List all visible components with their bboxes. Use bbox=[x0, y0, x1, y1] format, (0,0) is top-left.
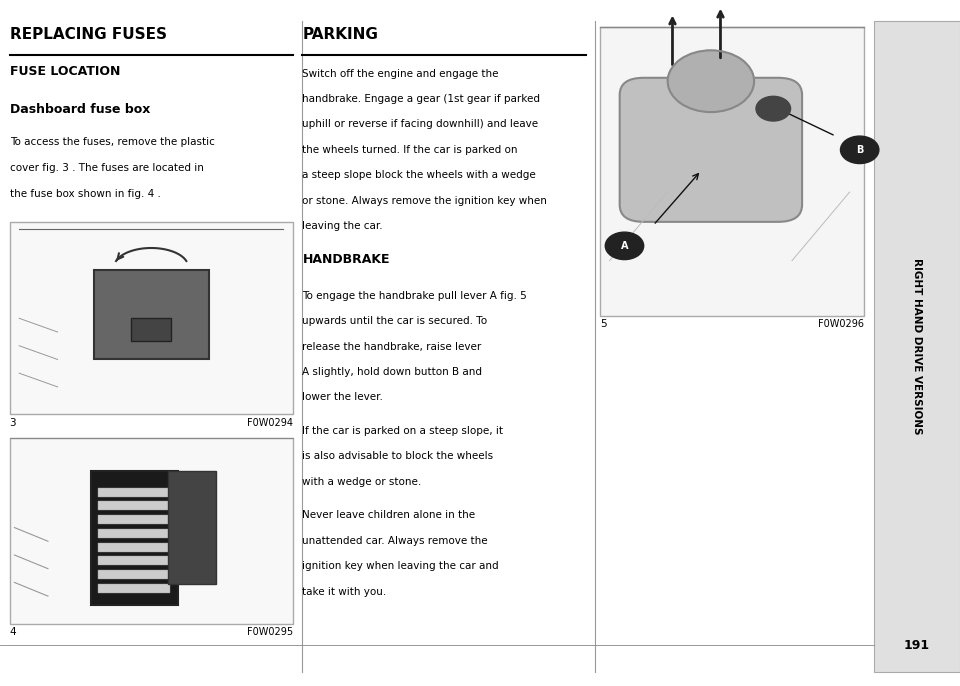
Bar bbox=[99, 501, 171, 510]
Text: with a wedge or stone.: with a wedge or stone. bbox=[302, 477, 421, 487]
Text: To access the fuses, remove the plastic: To access the fuses, remove the plastic bbox=[10, 137, 214, 147]
Text: unattended car. Always remove the: unattended car. Always remove the bbox=[302, 536, 488, 546]
Text: upwards until the car is secured. To: upwards until the car is secured. To bbox=[302, 316, 488, 327]
Text: A: A bbox=[621, 241, 628, 251]
Text: FUSE LOCATION: FUSE LOCATION bbox=[10, 65, 120, 78]
Text: HANDBRAKE: HANDBRAKE bbox=[302, 253, 390, 266]
Text: Dashboard fuse box: Dashboard fuse box bbox=[10, 103, 150, 116]
Text: lower the lever.: lower the lever. bbox=[302, 392, 383, 403]
Text: REPLACING FUSES: REPLACING FUSES bbox=[10, 27, 167, 43]
FancyBboxPatch shape bbox=[131, 318, 171, 341]
Text: the wheels turned. If the car is parked on: the wheels turned. If the car is parked … bbox=[302, 145, 517, 155]
Text: If the car is parked on a steep slope, it: If the car is parked on a steep slope, i… bbox=[302, 426, 503, 436]
Bar bbox=[99, 570, 171, 579]
Text: leaving the car.: leaving the car. bbox=[302, 221, 383, 231]
Bar bbox=[99, 556, 171, 565]
Bar bbox=[99, 529, 171, 538]
Text: a steep slope block the wheels with a wedge: a steep slope block the wheels with a we… bbox=[302, 170, 536, 180]
Text: handbrake. Engage a gear (1st gear if parked: handbrake. Engage a gear (1st gear if pa… bbox=[302, 94, 540, 104]
Text: or stone. Always remove the ignition key when: or stone. Always remove the ignition key… bbox=[302, 196, 547, 206]
Text: F0W0294: F0W0294 bbox=[247, 418, 293, 428]
Circle shape bbox=[667, 50, 755, 112]
Text: F0W0295: F0W0295 bbox=[247, 627, 293, 637]
FancyBboxPatch shape bbox=[600, 27, 864, 316]
Text: RIGHT HAND DRIVE VERSIONS: RIGHT HAND DRIVE VERSIONS bbox=[912, 258, 922, 435]
Text: ignition key when leaving the car and: ignition key when leaving the car and bbox=[302, 561, 499, 571]
Text: take it with you.: take it with you. bbox=[302, 587, 387, 597]
FancyBboxPatch shape bbox=[167, 471, 216, 584]
FancyBboxPatch shape bbox=[90, 471, 178, 605]
FancyBboxPatch shape bbox=[620, 78, 803, 222]
Text: 4: 4 bbox=[10, 627, 16, 637]
Text: To engage the handbrake pull lever A fig. 5: To engage the handbrake pull lever A fig… bbox=[302, 291, 527, 301]
Text: release the handbrake, raise lever: release the handbrake, raise lever bbox=[302, 342, 482, 352]
Text: F0W0296: F0W0296 bbox=[818, 319, 864, 329]
Circle shape bbox=[756, 96, 791, 121]
Bar bbox=[99, 488, 171, 497]
FancyBboxPatch shape bbox=[10, 222, 293, 414]
Text: A slightly, hold down button B and: A slightly, hold down button B and bbox=[302, 367, 482, 377]
Text: Never leave children alone in the: Never leave children alone in the bbox=[302, 510, 475, 521]
Text: PARKING: PARKING bbox=[302, 27, 378, 43]
FancyBboxPatch shape bbox=[94, 270, 209, 359]
Circle shape bbox=[841, 136, 879, 163]
Text: cover fig. 3 . The fuses are located in: cover fig. 3 . The fuses are located in bbox=[10, 163, 204, 174]
Text: 191: 191 bbox=[903, 639, 930, 652]
Bar bbox=[99, 515, 171, 524]
FancyBboxPatch shape bbox=[10, 438, 293, 624]
Bar bbox=[874, 21, 960, 672]
Text: the fuse box shown in fig. 4 .: the fuse box shown in fig. 4 . bbox=[10, 189, 160, 200]
Text: B: B bbox=[856, 145, 863, 155]
Text: 3: 3 bbox=[10, 418, 16, 428]
Text: uphill or reverse if facing downhill) and leave: uphill or reverse if facing downhill) an… bbox=[302, 119, 539, 130]
Text: 5: 5 bbox=[600, 319, 607, 329]
Bar bbox=[99, 584, 171, 593]
Bar bbox=[99, 543, 171, 552]
Text: Switch off the engine and engage the: Switch off the engine and engage the bbox=[302, 69, 499, 79]
Text: is also advisable to block the wheels: is also advisable to block the wheels bbox=[302, 451, 493, 462]
Circle shape bbox=[605, 232, 644, 259]
